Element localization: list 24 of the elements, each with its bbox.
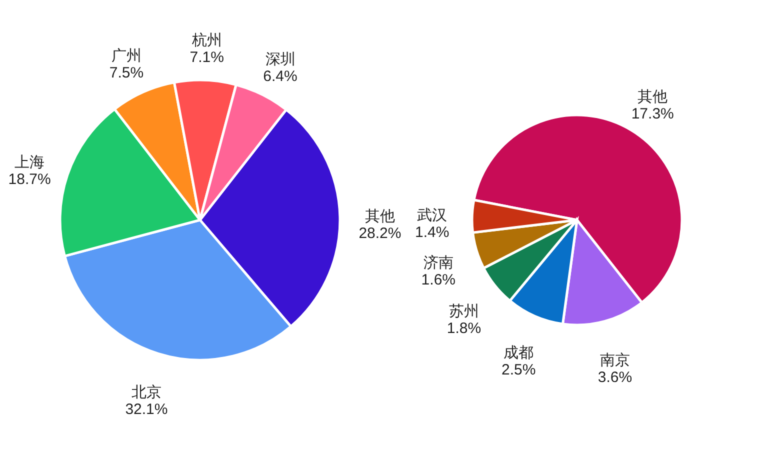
data-label: 6.4% (263, 68, 298, 85)
data-label: 1.8% (446, 320, 482, 337)
data-label: 18.7% (8, 171, 51, 188)
slice-label: 苏州 (448, 302, 479, 320)
data-label: 17.3% (631, 105, 674, 122)
slice-label: 深圳 (265, 50, 296, 68)
slice-label: 杭州 (190, 32, 222, 50)
slice-label: 北京 (131, 384, 162, 401)
data-label: 1.6% (421, 272, 456, 289)
slice-label: 上海 (14, 154, 45, 172)
slice-label: 广州 (112, 48, 142, 65)
slice-label: 其他 (364, 208, 395, 226)
data-label: 7.1% (190, 49, 224, 66)
data-label: 2.5% (501, 362, 536, 379)
slice-label: 成都 (504, 344, 534, 362)
slice-label: 南京 (600, 352, 630, 369)
slice-label: 其他 (638, 88, 668, 106)
data-label: 7.5% (109, 64, 144, 82)
data-label: 32.1% (125, 400, 168, 418)
data-label: 1.4% (414, 224, 450, 241)
data-label: 28.2% (358, 225, 402, 242)
slice-label: 济南 (423, 254, 454, 272)
slice-label: 武汉 (417, 206, 448, 224)
data-label: 3.6% (598, 368, 632, 386)
